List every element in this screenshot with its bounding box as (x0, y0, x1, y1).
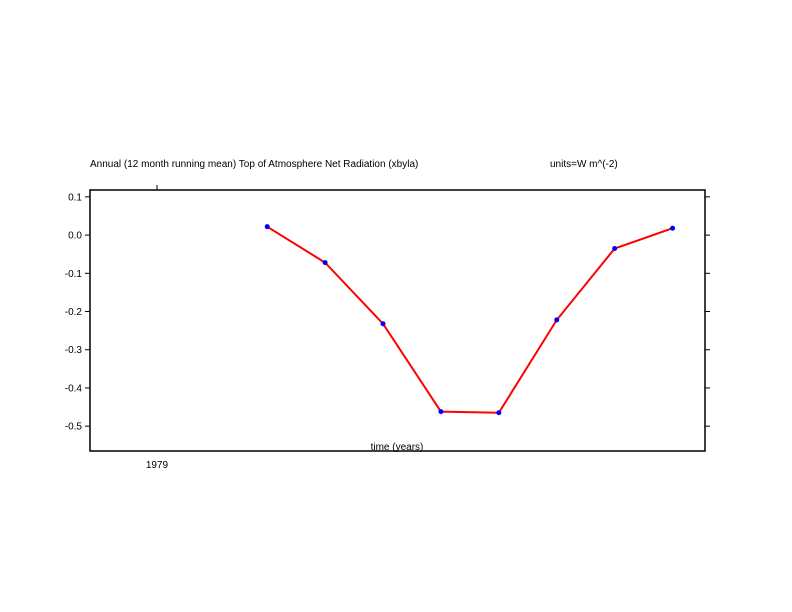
data-point (670, 225, 676, 231)
plot-frame (89, 189, 706, 452)
series-line (266, 225, 673, 414)
x-axis-label: time (years) (371, 442, 424, 453)
y-tick-label: -0.4 (65, 383, 83, 394)
data-point (322, 260, 328, 266)
data-point (264, 224, 270, 230)
y-tick-label: -0.3 (65, 345, 83, 356)
y-axis-ticks: 0.1 0.0 -0.1 -0.2 -0.3 -0.4 -0.5 (65, 192, 710, 433)
data-point (496, 410, 502, 416)
chart-title: Annual (12 month running mean) Top of At… (90, 159, 418, 170)
data-point (612, 245, 618, 251)
data-point (380, 321, 386, 327)
y-tick-label: -0.2 (65, 307, 83, 318)
data-point (438, 409, 444, 415)
y-tick-label: -0.5 (65, 422, 83, 433)
data-point (554, 317, 560, 323)
units-label: units=W m^(-2) (550, 159, 618, 170)
x-tick-label: 1979 (146, 460, 169, 471)
x-axis-ticks: 1979 (146, 185, 169, 471)
y-tick-label: 0.1 (68, 192, 82, 203)
y-tick-label: 0.0 (68, 231, 82, 242)
series-layer (264, 224, 676, 416)
y-tick-label: -0.1 (65, 269, 83, 280)
